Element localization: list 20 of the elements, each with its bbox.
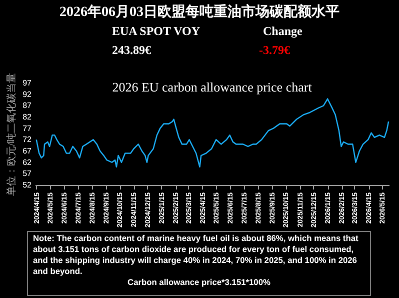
y-tick-label: 87 bbox=[22, 101, 32, 110]
y-tick-label: 97 bbox=[22, 78, 32, 88]
y-tick-label: 62 bbox=[22, 158, 32, 167]
y-tick-label: 67 bbox=[22, 146, 32, 156]
text: 243.89€ bbox=[112, 43, 151, 58]
line-series bbox=[36, 98, 390, 168]
y-tick-label: 72 bbox=[22, 135, 32, 144]
chart-subtitle: 2026 EU carbon allowance price chart bbox=[112, 80, 312, 95]
text: Change bbox=[263, 24, 302, 39]
text: -3.79€ bbox=[259, 43, 290, 58]
y-axis-title: 单位：欧元/吨二氧化碳当量 bbox=[6, 73, 18, 196]
text: Note: The carbon content of marine heavy fuel oil is about 86%, which means that about 3.151 tons of carbon dioxide are produced for every ton of fuel consumed, and the shipping industry will charge 40% in 2024, 70% in 2025, and 100% in 2026 and beyond. bbox=[33, 233, 360, 277]
text: Carbon allowance price*3.151*100% bbox=[126, 277, 272, 288]
y-tick-label: 57 bbox=[22, 169, 32, 178]
chart-title: 2026年06月03日欧盟每吨重油市场碳配额水平 bbox=[58, 3, 340, 21]
y-tick-label: 77 bbox=[22, 124, 32, 133]
text: EUA SPOT VOY bbox=[112, 24, 200, 39]
y-tick-label: 52 bbox=[22, 180, 32, 190]
y-tick-label: 92 bbox=[22, 90, 32, 99]
y-tick-label: 82 bbox=[22, 112, 32, 122]
